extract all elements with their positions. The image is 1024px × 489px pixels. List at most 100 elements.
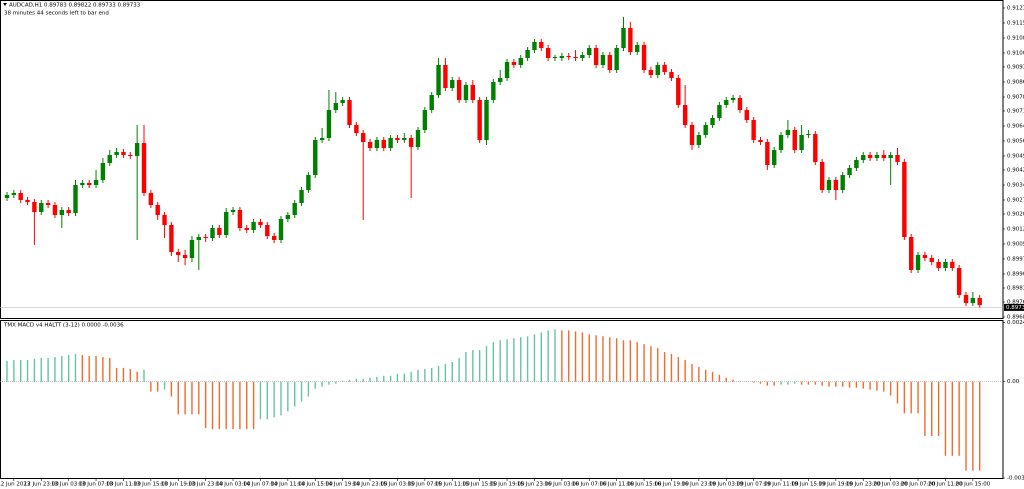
candle-body xyxy=(785,130,791,135)
candle-body xyxy=(778,135,784,150)
x-tick-label: 12 Jun 23:00 xyxy=(24,482,59,488)
candle-body xyxy=(477,100,482,140)
histogram-bar xyxy=(643,344,645,382)
histogram-bar xyxy=(944,381,947,456)
y-tick-label: 0.90860 xyxy=(1007,80,1024,86)
candle-body xyxy=(114,152,119,155)
y-tick-label: 0.00 xyxy=(1007,379,1020,385)
histogram-bar xyxy=(47,358,49,382)
candle-body xyxy=(340,100,345,103)
candle-body xyxy=(45,203,51,205)
histogram-bar xyxy=(705,369,707,382)
histogram-bar xyxy=(259,381,262,420)
chart-title: AUDCAD,H1 0.89783 0.89822 0.89733 0.8973… xyxy=(9,3,141,9)
histogram-bar xyxy=(444,363,447,382)
histogram-bar xyxy=(95,356,97,382)
histogram-bar xyxy=(26,359,29,382)
candle-body xyxy=(484,100,489,140)
histogram-bar xyxy=(568,330,570,382)
x-tick-label: 13 Jun 11:00 xyxy=(106,482,141,488)
histogram-bar xyxy=(81,355,84,382)
histogram-bar xyxy=(389,375,392,382)
candle-body xyxy=(73,185,78,213)
histogram-bar xyxy=(143,369,145,382)
histogram-bar xyxy=(814,381,816,385)
histogram-bar xyxy=(424,368,426,382)
candle-body xyxy=(929,258,934,262)
candle-body xyxy=(470,85,475,100)
x-tick-label: 16 Jun 15:00 xyxy=(627,482,662,488)
histogram-bar xyxy=(184,381,186,415)
candle-body xyxy=(532,42,537,50)
x-tick-label: 15 Jun 03:00 xyxy=(380,482,415,488)
x-tick-label: 20 Jun 11:00 xyxy=(928,482,963,488)
candle-body xyxy=(593,48,599,65)
histogram-bar xyxy=(602,336,604,382)
candle-body xyxy=(573,57,578,58)
x-tick-label: 13 Jun 23:00 xyxy=(188,482,223,488)
candle-body xyxy=(751,120,756,140)
candle-body xyxy=(278,219,284,240)
histogram-bar xyxy=(622,340,625,382)
y-tick-label: 0.90715 xyxy=(1007,109,1024,115)
histogram-bar xyxy=(211,381,214,430)
candle-body xyxy=(155,205,160,215)
candle-body xyxy=(525,50,530,58)
symbol-icon xyxy=(3,3,7,6)
x-tick-label: 14 Jun 23:00 xyxy=(353,482,388,488)
y-tick-label: 0.90420 xyxy=(1007,168,1024,174)
histogram-bar xyxy=(136,371,138,382)
candle-body xyxy=(580,55,585,58)
y-tick-label: 0.91230 xyxy=(1007,6,1024,12)
candle-body xyxy=(80,183,85,185)
candle-body xyxy=(861,155,866,160)
histogram-bar xyxy=(88,356,90,382)
candle-body xyxy=(792,130,797,150)
candle-body xyxy=(915,255,921,270)
main-pane xyxy=(0,0,1004,319)
histogram-bar xyxy=(499,340,501,382)
candle-body xyxy=(737,98,743,110)
histogram-bar xyxy=(513,338,515,382)
histogram-bar xyxy=(800,381,803,385)
candle-body xyxy=(607,55,612,70)
x-tick-label: 16 Jun 03:00 xyxy=(544,482,579,488)
histogram-bar xyxy=(492,342,495,382)
candle-body xyxy=(491,82,496,100)
candle-body xyxy=(306,175,311,190)
histogram-bar xyxy=(972,381,974,471)
candle-body xyxy=(936,262,941,268)
candle-body xyxy=(333,103,338,110)
candle-body xyxy=(902,162,907,237)
candle-body xyxy=(66,210,71,213)
histogram-bar xyxy=(328,381,330,385)
x-tick-label: 16 Jun 07:00 xyxy=(572,482,607,488)
x-tick-label: 15 Jun 07:00 xyxy=(407,482,442,488)
candle-body xyxy=(587,48,592,55)
histogram-bar xyxy=(410,371,412,382)
histogram-bar xyxy=(129,368,131,382)
y-tick-label: 0.91005 xyxy=(1007,51,1024,57)
candle-body xyxy=(402,138,407,140)
candle-body xyxy=(285,215,291,219)
histogram-bar xyxy=(465,352,467,382)
y-tick-label: 0.91080 xyxy=(1007,36,1024,42)
candle-body xyxy=(867,155,873,158)
histogram-bar xyxy=(369,377,371,382)
candle-body xyxy=(52,205,58,215)
candle-body xyxy=(313,140,318,175)
histogram-bar xyxy=(520,337,522,382)
histogram-bar xyxy=(115,367,118,382)
histogram-bar xyxy=(574,331,577,382)
candle-body xyxy=(217,228,222,235)
candle-body xyxy=(456,80,462,100)
x-tick-label: 14 Jun 03:00 xyxy=(216,482,251,488)
candle-body xyxy=(655,65,660,75)
x-tick-label: 13 Jun 15:00 xyxy=(133,482,168,488)
candle-body xyxy=(210,228,215,238)
histogram-bar xyxy=(766,381,769,386)
candle-body xyxy=(826,180,832,190)
candle-body xyxy=(237,210,243,228)
candle-body xyxy=(799,135,804,150)
